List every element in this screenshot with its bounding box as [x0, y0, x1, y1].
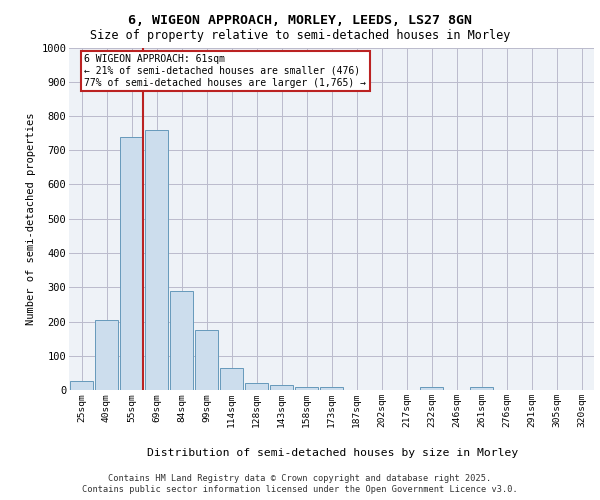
Y-axis label: Number of semi-detached properties: Number of semi-detached properties	[26, 112, 35, 325]
Bar	[70, 382, 93, 390]
Bar	[95, 320, 118, 390]
Text: 6 WIGEON APPROACH: 61sqm
← 21% of semi-detached houses are smaller (476)
77% of : 6 WIGEON APPROACH: 61sqm ← 21% of semi-d…	[85, 54, 367, 88]
Text: 6, WIGEON APPROACH, MORLEY, LEEDS, LS27 8GN: 6, WIGEON APPROACH, MORLEY, LEEDS, LS27 …	[128, 14, 472, 27]
Bar	[145, 130, 168, 390]
Text: Distribution of semi-detached houses by size in Morley: Distribution of semi-detached houses by …	[148, 448, 518, 458]
Bar	[245, 383, 268, 390]
Bar	[195, 330, 218, 390]
Bar	[320, 386, 343, 390]
Bar	[420, 388, 443, 390]
Text: Contains HM Land Registry data © Crown copyright and database right 2025.
Contai: Contains HM Land Registry data © Crown c…	[82, 474, 518, 494]
Bar	[120, 136, 143, 390]
Bar	[270, 385, 293, 390]
Bar	[170, 290, 193, 390]
Bar	[470, 388, 493, 390]
Bar	[295, 386, 318, 390]
Text: Size of property relative to semi-detached houses in Morley: Size of property relative to semi-detach…	[90, 29, 510, 42]
Bar	[220, 368, 243, 390]
